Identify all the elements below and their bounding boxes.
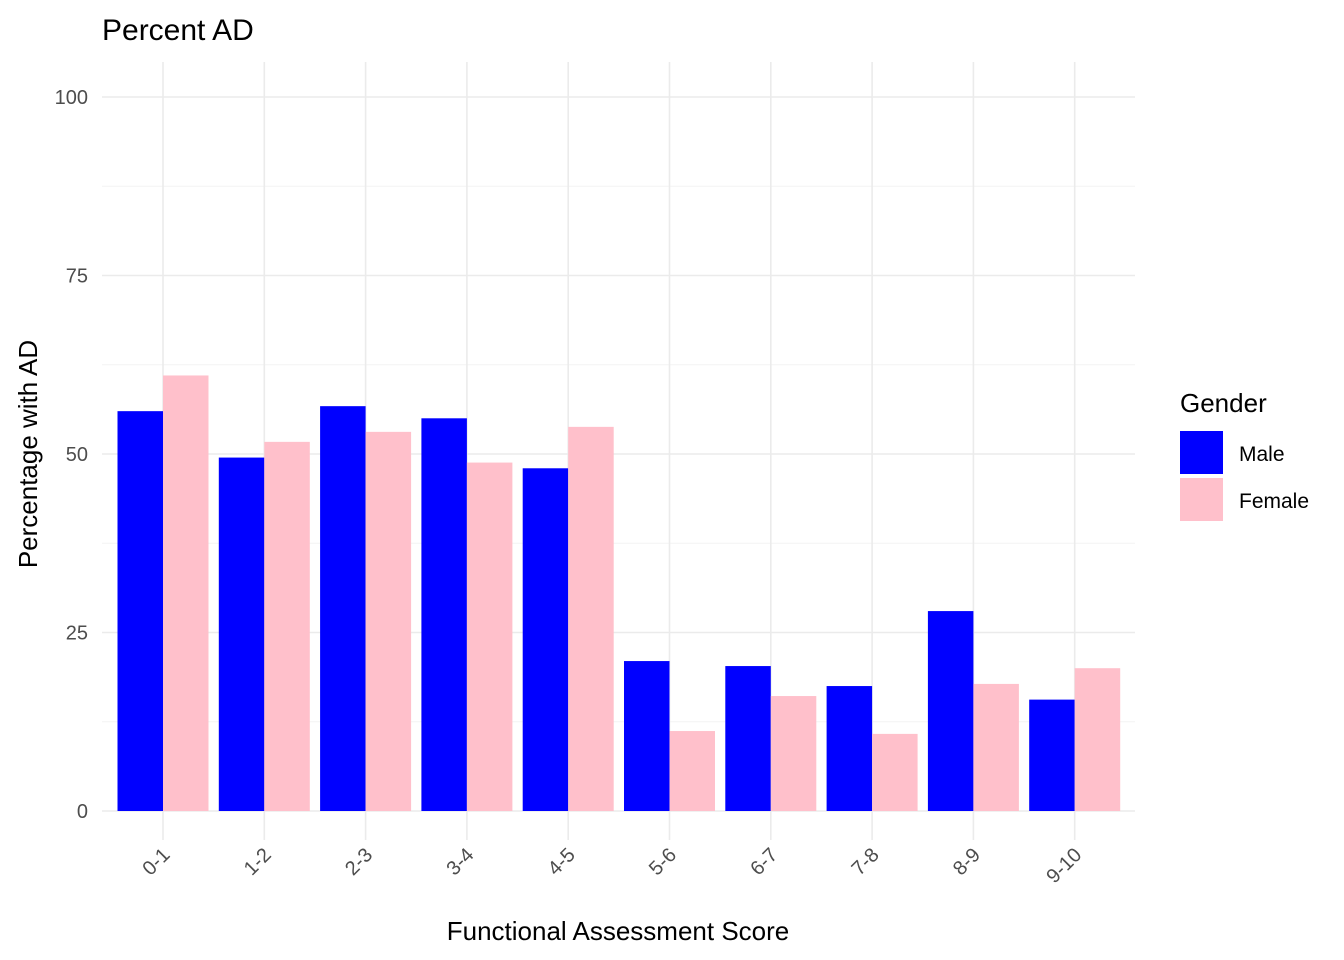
x-tick-label: 4-5 bbox=[544, 844, 580, 880]
bar-female-5-6 bbox=[669, 731, 715, 811]
bar-female-4-5 bbox=[568, 426, 614, 811]
bar-male-8-9 bbox=[927, 611, 974, 811]
bar-female-1-2 bbox=[264, 441, 310, 811]
x-tick-label: 1-2 bbox=[240, 844, 276, 880]
legend-label-male: Male bbox=[1239, 443, 1285, 466]
x-tick-label: 5-6 bbox=[645, 844, 681, 880]
bars-group bbox=[117, 375, 1121, 811]
bar-female-2-3 bbox=[365, 431, 412, 811]
x-tick-label: 6-7 bbox=[746, 844, 782, 880]
bar-male-0-1 bbox=[117, 411, 163, 811]
y-tick-label: 25 bbox=[66, 623, 88, 645]
y-axis-tick-labels: 0 25 50 75 100 bbox=[55, 87, 88, 823]
bar-male-3-4 bbox=[421, 418, 467, 811]
y-tick-label: 0 bbox=[77, 801, 88, 823]
legend-key-female bbox=[1180, 478, 1223, 521]
bar-female-0-1 bbox=[163, 375, 209, 811]
bar-male-4-5 bbox=[522, 468, 569, 811]
x-tick-label: 3-4 bbox=[442, 844, 478, 880]
legend-title: Gender bbox=[1180, 388, 1267, 418]
bar-male-9-10 bbox=[1029, 699, 1075, 811]
x-tick-label: 2-3 bbox=[341, 844, 377, 880]
bar-female-9-10 bbox=[1074, 668, 1121, 811]
bar-male-6-7 bbox=[725, 666, 771, 811]
chart-title: Percent AD bbox=[102, 14, 254, 47]
bar-female-8-9 bbox=[973, 683, 1019, 811]
bar-female-3-4 bbox=[466, 462, 513, 811]
x-tick-label: 7-8 bbox=[848, 844, 884, 880]
bar-male-7-8 bbox=[826, 686, 873, 811]
x-axis-tick-labels: 0-1 1-2 2-3 3-4 4-5 5-6 6-7 7-8 8-9 9-10 bbox=[139, 844, 1087, 888]
y-axis-title: Percentage with AD bbox=[13, 340, 43, 568]
bar-female-6-7 bbox=[770, 696, 817, 811]
y-tick-label: 100 bbox=[55, 87, 88, 109]
bar-male-1-2 bbox=[218, 457, 265, 811]
legend-label-female: Female bbox=[1239, 490, 1309, 513]
x-tick-label: 9-10 bbox=[1042, 844, 1086, 888]
legend-key-male bbox=[1180, 431, 1223, 474]
legend: Gender Male Female bbox=[1180, 388, 1309, 521]
bar-male-5-6 bbox=[624, 661, 670, 811]
y-tick-label: 75 bbox=[66, 266, 88, 288]
y-tick-label: 50 bbox=[66, 444, 88, 466]
bar-female-7-8 bbox=[872, 733, 918, 811]
bar-male-2-3 bbox=[320, 406, 366, 811]
x-tick-label: 0-1 bbox=[139, 844, 175, 880]
x-axis-title: Functional Assessment Score bbox=[447, 916, 790, 946]
x-tick-label: 8-9 bbox=[949, 844, 985, 880]
